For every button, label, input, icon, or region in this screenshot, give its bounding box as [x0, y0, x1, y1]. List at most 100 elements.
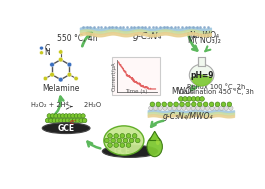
Circle shape [123, 138, 128, 143]
Circle shape [54, 114, 58, 118]
Circle shape [120, 134, 125, 138]
Circle shape [47, 114, 51, 118]
Ellipse shape [147, 137, 162, 157]
Circle shape [192, 102, 196, 107]
Circle shape [215, 102, 220, 107]
Text: MWO₄: MWO₄ [171, 87, 194, 96]
Circle shape [150, 102, 155, 107]
Circle shape [72, 118, 77, 123]
Circle shape [55, 118, 60, 123]
Circle shape [224, 106, 228, 110]
Circle shape [58, 57, 63, 62]
Circle shape [200, 97, 204, 101]
Circle shape [50, 114, 55, 118]
Text: GCE: GCE [114, 147, 131, 156]
Text: Calcination 450 °C, 3h: Calcination 450 °C, 3h [179, 88, 254, 94]
Circle shape [221, 102, 226, 107]
Circle shape [191, 97, 196, 101]
Circle shape [203, 102, 208, 107]
Ellipse shape [102, 145, 158, 157]
Ellipse shape [42, 123, 90, 134]
Circle shape [82, 118, 87, 123]
Circle shape [69, 118, 73, 123]
Circle shape [74, 114, 78, 118]
Wedge shape [191, 75, 212, 86]
Text: Current/μA: Current/μA [112, 61, 117, 91]
Text: Reflux 100 °C, 2h: Reflux 100 °C, 2h [187, 83, 245, 90]
Text: H₂O₂ + 2H⁺       2H₂O: H₂O₂ + 2H⁺ 2H₂O [31, 102, 101, 108]
Circle shape [205, 106, 210, 110]
Circle shape [114, 143, 118, 147]
Text: g-C₃N₄/MWO₄: g-C₃N₄/MWO₄ [162, 112, 213, 121]
Circle shape [229, 106, 233, 110]
Circle shape [120, 143, 125, 147]
Circle shape [172, 106, 176, 110]
Circle shape [50, 62, 54, 67]
Circle shape [158, 106, 162, 110]
Circle shape [209, 102, 214, 107]
Circle shape [64, 114, 68, 118]
FancyBboxPatch shape [112, 57, 160, 95]
Text: g-C₃N₄: g-C₃N₄ [133, 32, 162, 41]
Circle shape [65, 118, 70, 123]
Circle shape [114, 134, 118, 138]
Circle shape [117, 138, 122, 143]
Text: M( NO₃)₂: M( NO₃)₂ [188, 36, 221, 46]
Circle shape [186, 106, 191, 110]
Circle shape [52, 118, 57, 123]
Ellipse shape [104, 126, 144, 155]
Circle shape [126, 134, 131, 138]
Ellipse shape [156, 139, 160, 145]
Polygon shape [149, 131, 160, 140]
Circle shape [67, 72, 72, 77]
Circle shape [43, 76, 47, 81]
Circle shape [67, 62, 72, 67]
Circle shape [108, 134, 112, 138]
Circle shape [168, 102, 173, 107]
Circle shape [227, 102, 232, 107]
Circle shape [81, 114, 85, 118]
Text: N: N [45, 48, 50, 57]
Circle shape [61, 114, 65, 118]
Circle shape [45, 118, 50, 123]
Circle shape [39, 51, 43, 55]
Circle shape [180, 102, 184, 107]
Text: Na₂WO₄: Na₂WO₄ [190, 31, 220, 40]
Text: pH=9: pH=9 [190, 70, 213, 80]
Circle shape [108, 143, 112, 147]
Circle shape [67, 114, 72, 118]
Circle shape [201, 106, 205, 110]
Circle shape [174, 102, 178, 107]
Text: Time (s): Time (s) [125, 89, 147, 94]
Circle shape [163, 106, 167, 110]
Circle shape [76, 118, 80, 123]
Circle shape [74, 76, 78, 81]
Circle shape [153, 106, 158, 110]
Circle shape [71, 114, 75, 118]
Circle shape [57, 114, 61, 118]
Circle shape [215, 106, 219, 110]
Circle shape [177, 106, 181, 110]
Circle shape [132, 134, 137, 138]
Circle shape [183, 97, 187, 101]
Circle shape [179, 97, 183, 101]
Circle shape [196, 106, 200, 110]
Circle shape [210, 106, 214, 110]
Circle shape [182, 106, 186, 110]
Circle shape [78, 114, 82, 118]
Text: 550 °C, 4h: 550 °C, 4h [57, 34, 98, 43]
Circle shape [39, 46, 43, 50]
Text: GCE: GCE [58, 124, 75, 133]
Circle shape [187, 97, 192, 101]
Circle shape [196, 97, 200, 101]
Circle shape [129, 138, 134, 143]
Circle shape [219, 106, 224, 110]
Text: C: C [45, 44, 50, 53]
Circle shape [156, 102, 161, 107]
Circle shape [59, 118, 63, 123]
Circle shape [49, 118, 53, 123]
Circle shape [149, 106, 153, 110]
Ellipse shape [189, 64, 214, 86]
Circle shape [79, 118, 83, 123]
Circle shape [105, 138, 109, 143]
